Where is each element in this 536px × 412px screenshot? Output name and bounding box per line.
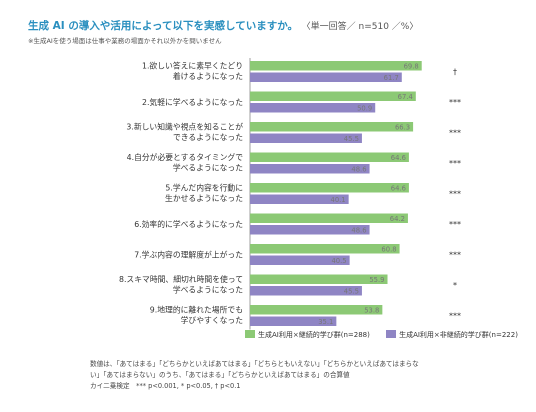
data-label: 45.5 bbox=[344, 288, 359, 296]
bar-series2 bbox=[250, 72, 402, 82]
data-label: 48.6 bbox=[351, 227, 366, 235]
footnote-line: カイ二乗検定 *** p<0.001, * p<0.05, † p<0.1 bbox=[90, 382, 241, 390]
bar-series2 bbox=[250, 316, 337, 326]
data-label: 45.5 bbox=[344, 135, 359, 143]
bar-series2 bbox=[250, 286, 362, 296]
data-label: 60.8 bbox=[381, 246, 396, 254]
data-label: 53.8 bbox=[364, 307, 379, 315]
footnote: 数値は、「あてはまる」「どちらかといえばあてはまる」「どちらともいえない」「どち… bbox=[90, 359, 510, 392]
bar-series2 bbox=[250, 225, 370, 235]
category-label: 2.気軽に学べるようになった bbox=[142, 97, 243, 107]
chart-title: 生成 AI の導入や活用によって以下を実感していますか。 〈単一回答／ n=51… bbox=[28, 18, 528, 33]
bar-series1 bbox=[250, 183, 409, 193]
category-label: 3.新しい知識や視点を知ることができるようになった bbox=[126, 122, 243, 143]
significance-mark: * bbox=[453, 281, 457, 290]
category-label: 4.自分が必要とするタイミングで学べるようになった bbox=[127, 152, 244, 173]
data-label: 64.6 bbox=[391, 154, 406, 162]
category-label: 5.学んだ内容を行動に生かせるようになった bbox=[165, 183, 243, 204]
bar-series2 bbox=[250, 133, 362, 143]
footnote-line: 数値は、「あてはまる」「どちらかといえばあてはまる」「どちらともいえない」「どち… bbox=[90, 360, 419, 368]
data-label: 66.3 bbox=[395, 124, 410, 132]
significance-mark: *** bbox=[449, 98, 461, 107]
significance-mark: † bbox=[453, 68, 457, 77]
legend-label-series2: 生成AI利用×非継続的学び群(n=222) bbox=[399, 331, 518, 339]
significance-mark: *** bbox=[449, 159, 461, 168]
title-text: 生成 AI の導入や活用によって以下を実感していますか。 bbox=[28, 20, 298, 32]
bar-series1 bbox=[250, 61, 422, 71]
bar-series1 bbox=[250, 122, 414, 132]
legend-item-series1: 生成AI利用×継続的学び群(n=288) bbox=[245, 330, 370, 340]
data-label: 35.1 bbox=[318, 318, 333, 326]
bar-series2 bbox=[250, 194, 349, 204]
data-label: 69.8 bbox=[404, 63, 419, 71]
category-label: 6.効率的に学べるようになった bbox=[134, 219, 243, 229]
bar-series1 bbox=[250, 274, 388, 284]
data-label: 50.9 bbox=[357, 105, 372, 113]
legend-label-series1: 生成AI利用×継続的学び群(n=288) bbox=[258, 331, 370, 339]
bar-series1 bbox=[250, 244, 400, 254]
chart-subnote: ※生成AIを使う場面は仕事や業務の場面かそれ以外かを問いません bbox=[28, 37, 222, 45]
data-label: 64.2 bbox=[390, 215, 405, 223]
bar-series2 bbox=[250, 255, 350, 265]
title-unit: 〈単一回答／ n=510 ／%〉 bbox=[301, 22, 419, 32]
data-label: 64.6 bbox=[391, 185, 406, 193]
category-label: 8.スキマ時間、細切れ時間を使って学べるようになった bbox=[119, 274, 243, 295]
category-label: 7.学ぶ内容の理解度が上がった bbox=[134, 250, 243, 260]
significance-mark: *** bbox=[449, 129, 461, 138]
bar-series2 bbox=[250, 103, 376, 113]
bar-series1 bbox=[250, 213, 408, 223]
bar-series1 bbox=[250, 152, 409, 162]
data-label: 55.9 bbox=[369, 276, 384, 284]
significance-mark: *** bbox=[449, 312, 461, 321]
bar-series1 bbox=[250, 305, 383, 315]
significance-mark: *** bbox=[449, 190, 461, 199]
legend: 生成AI利用×継続的学び群(n=288) 生成AI利用×非継続的学び群(n=22… bbox=[245, 330, 532, 340]
category-label: 9.地理的に離れた場所でも学びやすくなった bbox=[150, 305, 243, 326]
footnote-line: い」「あてはまらない」のうち、「あてはまる」「どちらかといえばあてはまる」の合算… bbox=[90, 371, 350, 379]
bar-series1 bbox=[250, 91, 416, 101]
bar-series2 bbox=[250, 164, 370, 174]
data-label: 40.1 bbox=[331, 196, 346, 204]
data-label: 61.7 bbox=[384, 74, 399, 82]
data-label: 67.4 bbox=[398, 93, 413, 101]
significance-mark: *** bbox=[449, 220, 461, 229]
legend-swatch-series2 bbox=[386, 330, 397, 338]
data-label: 40.5 bbox=[331, 257, 346, 265]
legend-item-series2: 生成AI利用×非継続的学び群(n=222) bbox=[386, 330, 518, 340]
significance-mark: *** bbox=[449, 251, 461, 260]
legend-swatch-series1 bbox=[245, 330, 255, 338]
data-label: 48.6 bbox=[351, 166, 366, 174]
category-label: 1.欲しい答えに素早くたどり着けるようになった bbox=[142, 61, 243, 82]
